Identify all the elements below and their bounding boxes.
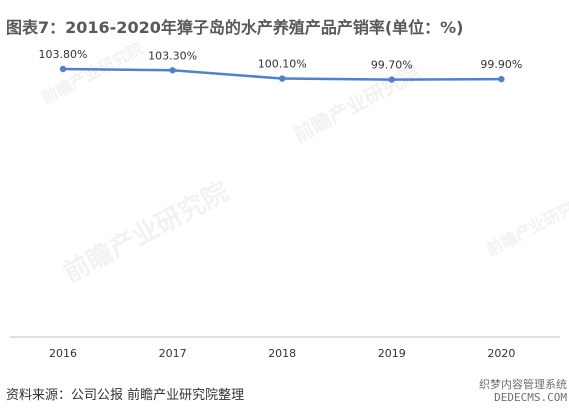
watermark-text: 前瞻产业研究院 — [484, 190, 569, 259]
x-tick-label: 2018 — [268, 347, 296, 360]
x-tick-label: 2020 — [487, 347, 515, 360]
data-point — [498, 75, 505, 83]
data-label: 100.10% — [258, 58, 307, 71]
data-point — [169, 67, 176, 74]
data-label: 99.70% — [371, 59, 413, 72]
corner-watermark: 织梦内容管理系统 DEDECMS.COM — [449, 378, 567, 404]
series-layer — [59, 65, 505, 83]
watermark-text: 前瞻产业研究院 — [289, 60, 424, 147]
source-note: 资料来源：公司公报 前瞻产业研究院整理 — [6, 388, 245, 403]
chart-title: 图表7：2016-2020年獐子岛的水产养殖产品产销率(单位：%) — [6, 18, 464, 37]
x-tick-label: 2016 — [49, 347, 77, 360]
watermark-text: 前瞻产业研究院 — [58, 176, 233, 289]
x-tick-label: 2017 — [159, 347, 187, 360]
corner-watermark-line2: DEDECMS.COM — [494, 391, 567, 404]
x-tick-labels: 2016 2017 2018 2019 2020 — [49, 347, 515, 360]
corner-watermark-line1: 织梦内容管理系统 — [479, 378, 567, 391]
data-point — [388, 76, 395, 83]
x-tick-label: 2019 — [378, 347, 406, 360]
data-label: 103.30% — [148, 49, 197, 62]
data-point — [59, 65, 67, 73]
data-point — [279, 75, 286, 82]
data-labels: 103.80% 103.30% 100.10% 99.70% 99.90% — [39, 48, 523, 72]
data-label: 99.90% — [480, 58, 522, 71]
data-label: 103.80% — [39, 48, 88, 61]
